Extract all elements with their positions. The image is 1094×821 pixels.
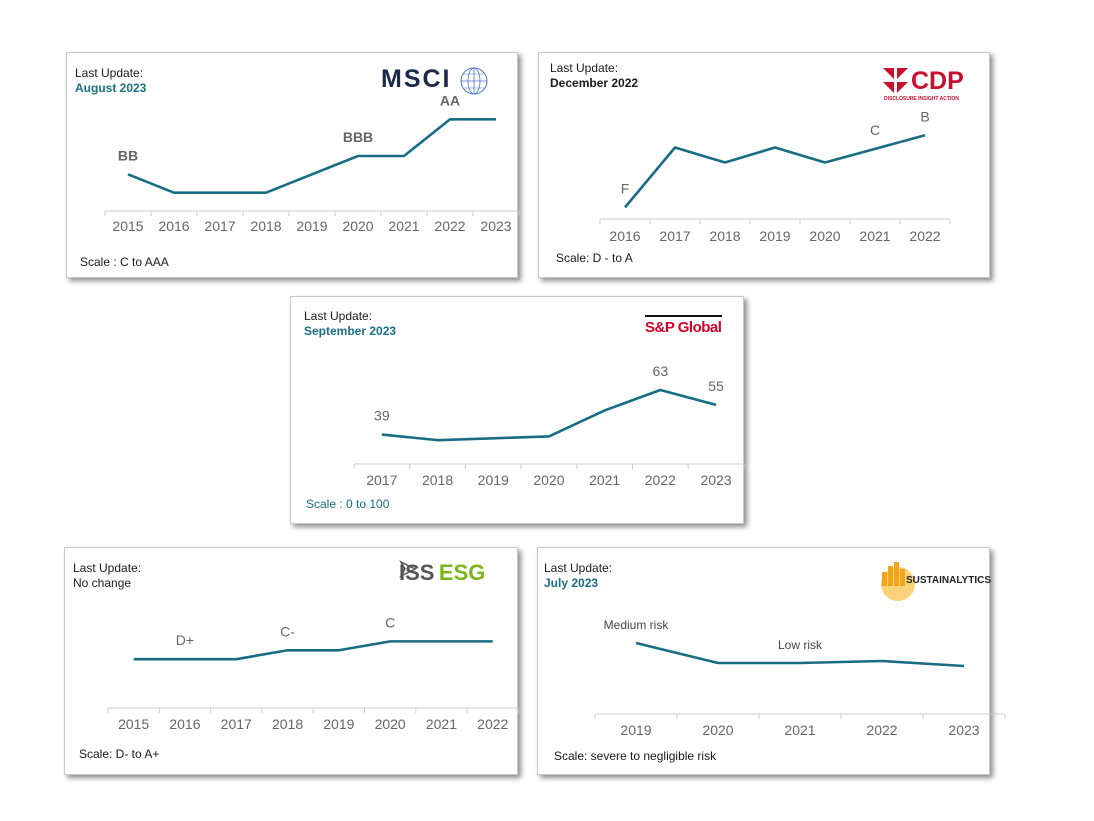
last-update-label: Last Update:	[304, 309, 373, 323]
last-update-label: Last Update:	[544, 561, 613, 575]
last-update-date: December 2022	[550, 76, 639, 90]
x-tick-label: 2020	[809, 228, 840, 244]
x-tick-label: 2019	[323, 716, 354, 732]
msci-card: Last Update: August 2023 MSCI 2015 2016 20…	[66, 52, 520, 278]
data-label: C-	[280, 623, 295, 639]
iss-esg-logo: ISS ESG	[399, 560, 485, 586]
last-update-label: Last Update:	[550, 61, 619, 75]
sustainalytics-logo: SUSTAINALYTICS	[874, 560, 991, 602]
data-label: F	[621, 180, 630, 196]
x-tick-label: 2019	[478, 472, 509, 488]
scale-note: Scale: severe to negligible risk	[554, 749, 717, 763]
last-update-label: Last Update:	[73, 561, 142, 575]
sp-logo-text: S&P Global	[645, 319, 722, 336]
x-tick-label: 2022	[434, 218, 465, 234]
x-tick-label: 2022	[909, 228, 940, 244]
scale-note: Scale : 0 to 100	[306, 497, 390, 511]
x-tick-label: 2015	[112, 218, 143, 234]
x-tick-label: 2020	[342, 218, 373, 234]
x-tick-label: 2021	[426, 716, 457, 732]
last-update-date: August 2023	[75, 81, 147, 95]
scale-note: Scale: D- to A+	[79, 747, 160, 761]
x-tick-label: 2020	[375, 716, 406, 732]
x-tick-label: 2016	[158, 218, 189, 234]
data-label: C	[385, 614, 395, 630]
globe-icon	[460, 67, 488, 95]
series-line	[133, 640, 493, 661]
msci-logo: MSCI	[381, 65, 488, 95]
x-tick-label: 2016	[169, 716, 200, 732]
data-label: D+	[176, 632, 194, 648]
sp-global-logo: S&P Global	[645, 315, 722, 337]
data-label: 63	[653, 363, 669, 379]
x-tick-label: 2020	[533, 472, 564, 488]
sustainalytics-chart: 2019 2020 2021 2022 2023 Medium risk Low risk	[594, 618, 1006, 738]
data-label: B	[920, 108, 929, 124]
x-tick-label: 2018	[422, 472, 453, 488]
series-line	[381, 388, 717, 442]
x-tick-label: 2021	[784, 722, 815, 738]
sp-logo-rule	[645, 315, 722, 317]
x-tick-label: 2018	[272, 716, 303, 732]
data-label: Medium risk	[604, 618, 670, 632]
msci-logo-text: MSCI	[381, 65, 452, 93]
x-tick-label: 2022	[866, 722, 897, 738]
data-label: 55	[708, 378, 724, 394]
data-label: BB	[118, 147, 138, 163]
esg-logo-text: ESG	[438, 560, 486, 585]
data-label: Low risk	[778, 638, 823, 652]
series-line	[127, 118, 496, 194]
x-tick-label: 2023	[480, 218, 511, 234]
sp-card: Last Update: September 2023 S&P Global 2…	[290, 296, 745, 524]
cdp-logo-text: CDP	[911, 67, 964, 95]
x-tick-label: 2021	[388, 218, 419, 234]
x-tick-label: 2019	[296, 218, 327, 234]
series-line	[635, 641, 965, 668]
x-tick-label: 2019	[759, 228, 790, 244]
arrow-icon	[399, 560, 417, 578]
last-update-date: No change	[73, 576, 132, 590]
x-tick-label: 2023	[700, 472, 731, 488]
x-tick-label: 2022	[645, 472, 676, 488]
sp-chart: 2017 2018 2019 2020 2021 2022 2023 39 63 55	[353, 363, 745, 488]
data-label: 39	[374, 408, 390, 424]
iss-chart: 2015 2016 2017 2018 2019 2020 2021 2022 D+ C- C	[107, 614, 519, 732]
last-update-date: July 2023	[544, 576, 599, 590]
cdp-mark-icon	[883, 68, 908, 93]
x-tick-label: 2018	[709, 228, 740, 244]
series-line	[624, 133, 926, 209]
x-tick-label: 2017	[659, 228, 690, 244]
sustainalytics-card: Last Update: July 2023 SUSTAINALYTICS 20…	[537, 547, 1006, 775]
x-tick-label: 2015	[118, 716, 149, 732]
cdp-card: Last Update: December 2022 CDP DISCLOSUR…	[538, 52, 990, 278]
x-tick-label: 2020	[702, 722, 733, 738]
scale-note: Scale: D - to A	[556, 251, 633, 265]
scale-note: Scale : C to AAA	[80, 255, 169, 269]
cdp-logo-subtitle: DISCLOSURE INSIGHT ACTION	[884, 96, 959, 102]
last-update-label: Last Update:	[75, 66, 144, 80]
data-label: AA	[440, 92, 460, 108]
msci-chart: 2015 2016 2017 2018 2019 2020 2021 2022 2023BBBB…	[104, 92, 520, 234]
sustainalytics-logo-text: SUSTAINALYTICS	[906, 575, 992, 586]
x-tick-label: 2018	[250, 218, 281, 234]
x-tick-label: 2019	[620, 722, 651, 738]
x-tick-label: 2021	[859, 228, 890, 244]
x-tick-label: 2022	[477, 716, 508, 732]
x-tick-label: 2017	[204, 218, 235, 234]
iss-card: Last Update: No change ISS ESG 2015 2016 2…	[64, 547, 519, 775]
x-tick-label: 2016	[609, 228, 640, 244]
x-tick-label: 2021	[589, 472, 620, 488]
last-update-date: September 2023	[304, 324, 397, 338]
x-tick-label: 2017	[366, 472, 397, 488]
cdp-logo: CDP DISCLOSURE INSIGHT ACTION	[881, 66, 973, 106]
x-tick-label: 2023	[948, 722, 979, 738]
sustainalytics-mark-icon	[881, 562, 915, 601]
data-label: C	[870, 122, 880, 138]
cdp-chart: 2016 2017 2018 2019 2020 2021 2022 F C B	[599, 108, 951, 244]
data-label: BBB	[343, 129, 373, 145]
x-tick-label: 2017	[221, 716, 252, 732]
